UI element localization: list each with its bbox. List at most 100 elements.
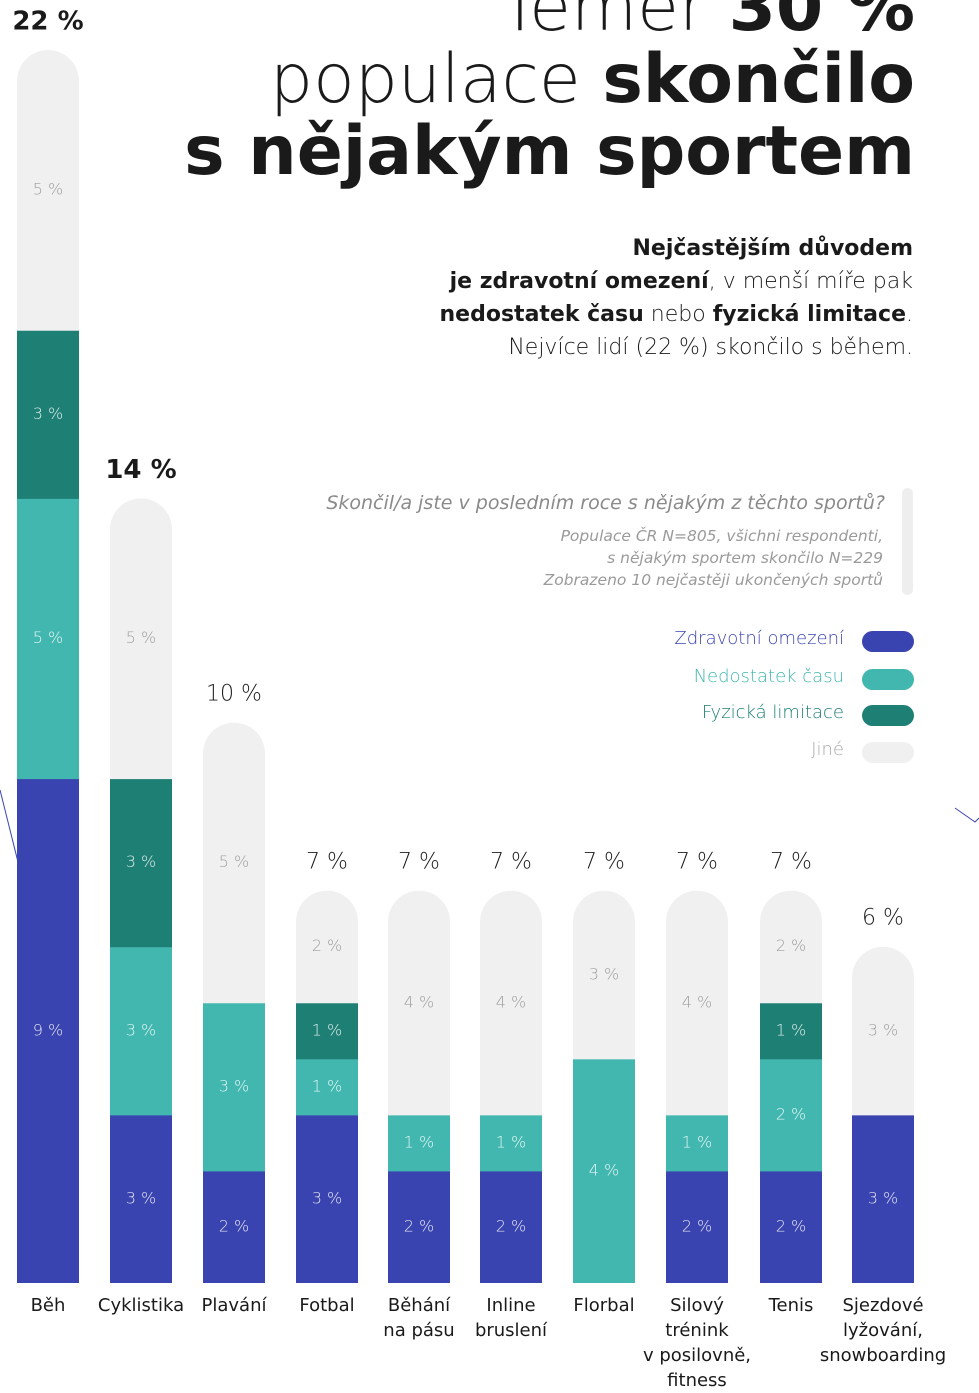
bar-segment <box>296 890 358 1004</box>
bar-segment <box>760 1170 822 1283</box>
text-part: nebo <box>643 302 713 327</box>
x-tick-label: Silový trénink v posilovně, fitness <box>642 1295 752 1391</box>
bar-segment <box>296 1058 358 1116</box>
x-tick-label: Fotbal <box>299 1295 355 1316</box>
text-line: populace skončilo <box>184 44 915 116</box>
description: Nejčastějším důvodem je zdravotní omezení… <box>440 232 913 364</box>
bar-segment <box>573 1058 635 1283</box>
bar-segment <box>17 50 79 331</box>
total-label: 7 % <box>306 850 348 875</box>
value-label: 5 % <box>33 628 63 647</box>
value-label: 3 % <box>126 1188 156 1207</box>
total-label: 7 % <box>676 850 718 875</box>
x-tick-label: Běh <box>30 1295 66 1316</box>
question: Skončil/a jste v posledním roce s nějaký… <box>326 492 885 514</box>
bar <box>388 890 450 1283</box>
x-tick-label: Florbal <box>573 1295 635 1316</box>
note: Populace ČR N=805, všichni respondenti, <box>560 527 883 545</box>
notes: Populace ČR N=805, všichni respondenti, s… <box>544 525 883 591</box>
text-part: Nejčastějším důvodem <box>632 236 913 261</box>
x-tick-label: Plavání <box>201 1295 267 1316</box>
value-label: 3 % <box>126 852 156 871</box>
text-part: populace <box>269 40 603 119</box>
text-part: s nějakým sportem <box>184 112 915 191</box>
total-label: 10 % <box>206 682 262 707</box>
value-label: 3 % <box>312 1188 342 1207</box>
bar-segment <box>388 890 450 1116</box>
value-label: 3 % <box>589 964 619 983</box>
text-part: 30 % <box>728 0 915 47</box>
note: Zobrazeno 10 nejčastěji ukončených sport… <box>543 571 883 589</box>
legend-swatch <box>862 742 914 763</box>
bar-segment <box>110 946 172 1116</box>
bar-segment <box>852 1114 914 1283</box>
x-tick-label: Inline bruslení <box>474 1295 548 1341</box>
value-label: 3 % <box>126 1020 156 1039</box>
total-label: 7 % <box>770 850 812 875</box>
total-label: 22 % <box>12 7 83 37</box>
bar-segment <box>480 890 542 1116</box>
value-label: 3 % <box>33 404 63 423</box>
bar <box>760 890 822 1283</box>
x-tick-label: Běhání na pásu <box>383 1295 455 1341</box>
value-label: 1 % <box>776 1020 806 1039</box>
bar-segment <box>17 330 79 499</box>
value-label: 1 % <box>312 1076 342 1095</box>
legend-label: Jiné <box>811 739 844 760</box>
text-part: skončilo <box>602 40 915 119</box>
value-label: 2 % <box>312 936 342 955</box>
bar-segment <box>110 1114 172 1283</box>
bar-segment <box>480 1114 542 1172</box>
bar <box>203 722 265 1283</box>
bar-segment <box>760 890 822 1004</box>
value-label: 4 % <box>589 1160 619 1179</box>
legend-label: Zdravotní omezení <box>674 628 844 649</box>
legend-swatch <box>862 669 914 690</box>
bar-segment <box>296 1002 358 1060</box>
bar-segment <box>203 722 265 1004</box>
total-label: 7 % <box>583 850 625 875</box>
bar-segment <box>666 1114 728 1172</box>
value-label: 9 % <box>33 1020 63 1039</box>
bar-segment <box>666 890 728 1116</box>
text-part: , v menší míře pak <box>708 269 913 294</box>
value-label: 3 % <box>219 1076 249 1095</box>
x-tick-label: Tenis <box>768 1295 814 1316</box>
x-tick-label: Cyklistika <box>97 1295 185 1316</box>
bar-segment <box>388 1170 450 1283</box>
legend-swatch <box>862 631 914 652</box>
value-label: 5 % <box>126 628 156 647</box>
bar-segment <box>480 1170 542 1283</box>
legend-swatch <box>862 705 914 726</box>
bar-segment <box>666 1170 728 1283</box>
value-label: 4 % <box>404 992 434 1011</box>
note: s nějakým sportem skončilo N=229 <box>607 549 883 567</box>
total-label: 7 % <box>398 850 440 875</box>
legend-label: Nedostatek času <box>693 666 844 687</box>
value-label: 1 % <box>404 1132 434 1151</box>
value-label: 3 % <box>868 1020 898 1039</box>
value-label: 5 % <box>33 180 63 199</box>
text-part: nedostatek času <box>439 302 644 327</box>
value-label: 3 % <box>868 1188 898 1207</box>
legend-label: Fyzická limitace <box>701 702 844 723</box>
x-tick-label: Sjezdové lyžování, snowboarding <box>819 1295 947 1366</box>
decoration <box>0 789 19 863</box>
text-line: Téměř 30 % <box>184 0 915 44</box>
bar-segment <box>760 1058 822 1172</box>
decoration <box>954 807 979 823</box>
bar <box>110 498 172 1283</box>
value-label: 5 % <box>219 852 249 871</box>
bar-segment <box>296 1114 358 1283</box>
text-line: nedostatek času nebo fyzická limitace. <box>440 298 913 331</box>
bar-segment <box>110 778 172 948</box>
value-label: 4 % <box>682 992 712 1011</box>
bar-segment <box>110 498 172 780</box>
text-part: Nejvíce lidí (22 %) skončilo s během. <box>508 335 913 360</box>
bar-segment <box>17 498 79 780</box>
total-label: 7 % <box>490 850 532 875</box>
text-line: s nějakým sportem <box>184 116 915 188</box>
value-label: 4 % <box>496 992 526 1011</box>
bar-segment <box>852 946 914 1116</box>
